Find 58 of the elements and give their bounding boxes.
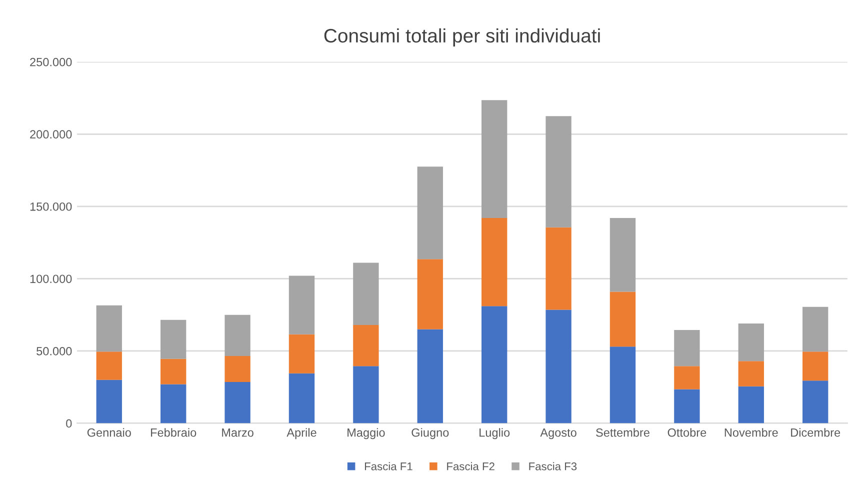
bar: [288, 373, 315, 424]
bar: [482, 306, 508, 424]
bar: [546, 310, 572, 424]
bar: [674, 366, 700, 390]
x-tick-label: Giugno: [412, 428, 449, 440]
bar: [674, 389, 700, 424]
x-tick-label: Luglio: [480, 428, 510, 440]
bar: [353, 324, 379, 366]
bar: [417, 166, 443, 260]
y-tick-label: 0: [66, 419, 72, 428]
y-tick-label: 50.000: [36, 346, 72, 356]
x-tick-label: Agosto: [540, 428, 576, 440]
y-tick-label: 150.000: [30, 202, 72, 211]
bar: [288, 276, 315, 334]
bar: [610, 346, 636, 424]
bar: [546, 227, 572, 310]
bar: [802, 380, 828, 424]
bar: [160, 358, 186, 384]
x-tick-label: Dicembre: [791, 428, 840, 437]
bar: [482, 218, 508, 306]
y-tick-label: 100.000: [30, 274, 72, 284]
bar: [610, 218, 636, 292]
bar: [802, 306, 828, 352]
x-tick-label: Febbraio: [151, 428, 196, 437]
x-tick-label: Novembre: [724, 428, 778, 437]
bar: [738, 323, 764, 362]
legend-label: Fascia F1: [364, 462, 412, 470]
x-tick-label: Gennaio: [87, 428, 131, 437]
bar: [288, 334, 315, 374]
bar: [674, 330, 700, 366]
x-tick-label: Aprile: [286, 428, 316, 440]
bar: [353, 262, 379, 325]
bar: [96, 352, 122, 380]
bar: [417, 259, 443, 330]
bar: [417, 329, 443, 424]
x-tick-label: Ottobre: [668, 428, 706, 437]
x-tick-label: Settembre: [596, 428, 650, 437]
bar: [738, 361, 764, 386]
legend-label: Fascia F2: [447, 462, 494, 470]
bar: [224, 314, 250, 356]
x-tick-label: Marzo: [222, 428, 254, 437]
bar: [482, 100, 508, 218]
bar: [546, 116, 572, 228]
legend-label: Fascia F3: [529, 462, 577, 470]
bar: [160, 320, 186, 359]
bar: [96, 305, 122, 352]
bar: [96, 380, 122, 424]
bar: [224, 356, 250, 382]
x-tick-label: Maggio: [348, 428, 385, 440]
bar: [802, 352, 828, 381]
bar: [610, 292, 636, 347]
bar: [160, 384, 186, 424]
bar: [738, 386, 764, 424]
y-tick-label: 250.000: [30, 58, 72, 66]
chart-title: Consumi totali per siti individuati: [324, 28, 600, 46]
y-tick-label: 200.000: [30, 130, 72, 139]
bar: [224, 382, 250, 424]
bar: [353, 366, 379, 424]
